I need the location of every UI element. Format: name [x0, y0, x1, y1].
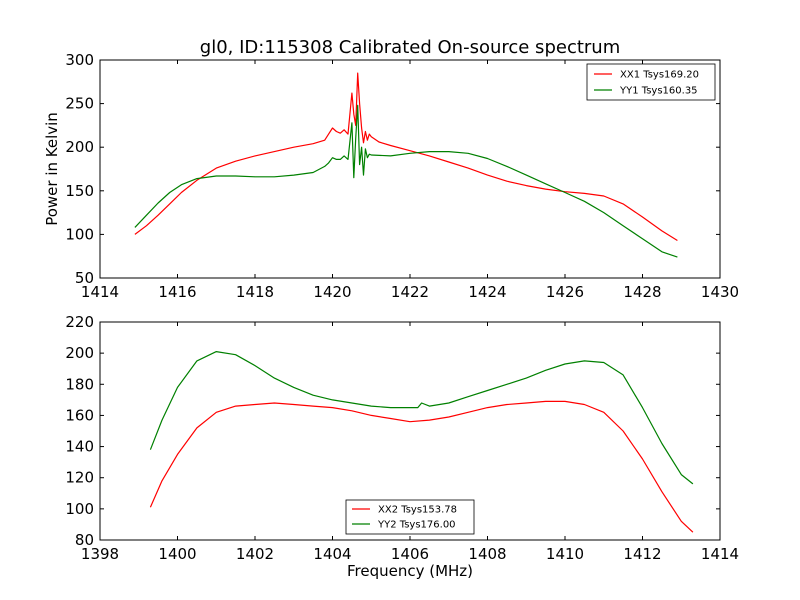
bottom-xtick-label: 1414: [701, 545, 739, 563]
top-xtick-label: 1428: [623, 283, 661, 301]
top-series-green-line: [134, 104, 678, 258]
top-xtick-label: 1418: [236, 283, 274, 301]
bottom-legend-box: [345, 499, 475, 535]
bottom-legend: XX2 Tsys153.78 YY2 Tsys176.00: [345, 499, 475, 535]
top-ylabel: Power in Kelvin: [43, 112, 61, 226]
bottom-xtick-label: 1400: [158, 545, 196, 563]
bottom-xtick-label: 1404: [313, 545, 351, 563]
top-ytick-label: 100: [65, 225, 94, 243]
top-xtick-label: 1426: [546, 283, 584, 301]
legend-label-xx2: XX2 Tsys153.78: [378, 505, 457, 516]
bottom-xtick-label: 1398: [81, 545, 119, 563]
bottom-ytick-label: 160: [65, 406, 94, 424]
top-ytick-label: 200: [65, 138, 94, 156]
top-series-layer: [134, 72, 678, 258]
top-xtick-label: 1416: [158, 283, 196, 301]
top-plot: 1414 1416 1418 1420 1422 1424 1426 1428 1430 50 10…: [43, 51, 739, 301]
top-ytick-label: 150: [65, 182, 94, 200]
top-xtick-label: 1424: [468, 283, 506, 301]
bottom-plot-frame: [99, 321, 721, 541]
bottom-series-red-line: [149, 400, 694, 533]
top-legend: XX1 Tsys169.20 YY1 Tsys160.35: [586, 63, 716, 101]
legend-label-yy2: YY2 Tsys176.00: [377, 520, 456, 531]
top-series-red-line: [134, 72, 678, 242]
top-ytick-label: 300: [65, 51, 94, 69]
bottom-xtick-label: 1406: [391, 545, 429, 563]
top-ticks: 1414 1416 1418 1420 1422 1424 1426 1428 1430 50 10…: [65, 51, 739, 301]
top-xtick-label: 1420: [313, 283, 351, 301]
bottom-ytick-label: 80: [75, 531, 94, 549]
bottom-ytick-label: 120: [65, 469, 94, 487]
bottom-xtick-label: 1408: [468, 545, 506, 563]
top-legend-box: [586, 63, 716, 101]
bottom-series-green-line: [149, 351, 694, 485]
bottom-xlabel: Frequency (MHz): [347, 562, 473, 580]
chart-title: gl0, ID:115308 Calibrated On-source spec…: [200, 37, 620, 58]
top-xtick-label: 1422: [391, 283, 429, 301]
bottom-xtick-label: 1402: [236, 545, 274, 563]
top-ytick-label: 250: [65, 95, 94, 113]
bottom-xtick-label: 1410: [546, 545, 584, 563]
bottom-ytick-label: 180: [65, 375, 94, 393]
top-ytick-label: 50: [75, 269, 94, 287]
bottom-ytick-label: 220: [65, 313, 94, 331]
legend-label-xx1: XX1 Tsys169.20: [620, 70, 699, 81]
top-xtick-label: 1414: [81, 283, 119, 301]
bottom-series-layer: [149, 351, 694, 533]
top-plot-frame: [99, 59, 721, 279]
bottom-ytick-label: 140: [65, 438, 94, 456]
bottom-ytick-label: 100: [65, 500, 94, 518]
top-xtick-label: 1430: [701, 283, 739, 301]
bottom-ytick-label: 200: [65, 344, 94, 362]
legend-label-yy1: YY1 Tsys160.35: [619, 86, 698, 97]
bottom-xtick-label: 1412: [623, 545, 661, 563]
bottom-ticks: 1398 1400 1402 1404 1406 1408 1410 1412 1414 80 10…: [65, 313, 739, 563]
bottom-plot: 1398 1400 1402 1404 1406 1408 1410 1412 1414 80 10…: [65, 313, 739, 580]
